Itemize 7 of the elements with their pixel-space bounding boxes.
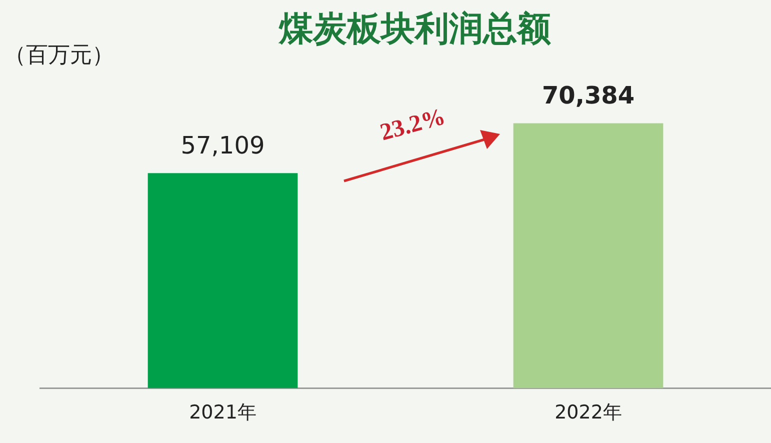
x-tick-label: 2021年 bbox=[189, 402, 256, 424]
data-label: 70,384 bbox=[542, 81, 635, 110]
annotation: 23.2% bbox=[378, 104, 448, 148]
x-tick-label: 2022年 bbox=[554, 402, 622, 424]
data-label: 57,109 bbox=[180, 131, 265, 160]
chart-title: 煤炭板块利润总额 bbox=[278, 8, 552, 51]
y-axis-title: （百万元） bbox=[4, 42, 114, 70]
